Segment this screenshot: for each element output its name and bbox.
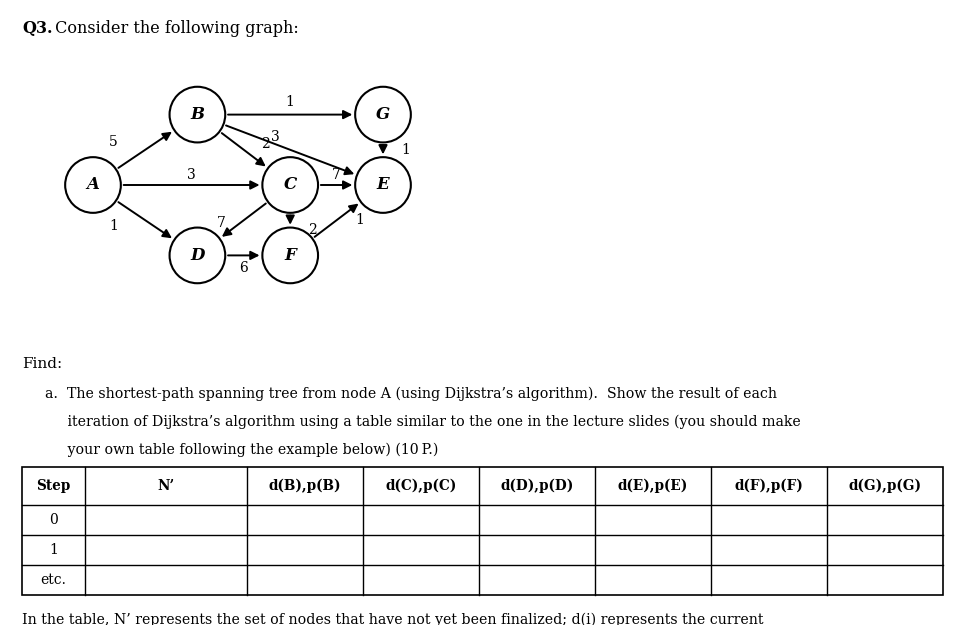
- Circle shape: [170, 228, 225, 283]
- Text: N’: N’: [157, 479, 175, 493]
- Text: Q3.: Q3.: [22, 20, 52, 37]
- Text: G: G: [376, 106, 390, 123]
- Text: a.  The shortest-path spanning tree from node A (using Dijkstra’s algorithm).  S: a. The shortest-path spanning tree from …: [45, 387, 777, 401]
- Circle shape: [355, 157, 411, 213]
- Text: d(C),p(C): d(C),p(C): [385, 479, 456, 493]
- Text: 2: 2: [308, 222, 317, 237]
- Text: A: A: [87, 176, 99, 194]
- Text: 1: 1: [355, 213, 364, 228]
- Circle shape: [170, 87, 225, 142]
- Text: 3: 3: [187, 168, 196, 182]
- Text: 7: 7: [217, 216, 226, 231]
- Circle shape: [262, 228, 318, 283]
- Text: 1: 1: [109, 219, 118, 233]
- Text: 5: 5: [109, 135, 118, 149]
- Text: 1: 1: [49, 543, 58, 557]
- Bar: [22, 467, 943, 595]
- Text: Find:: Find:: [22, 357, 63, 371]
- Text: 6: 6: [239, 261, 248, 275]
- Text: d(D),p(D): d(D),p(D): [500, 479, 573, 493]
- Text: d(B),p(B): d(B),p(B): [268, 479, 341, 493]
- Text: C: C: [284, 176, 297, 194]
- Text: iteration of Dijkstra’s algorithm using a table similar to the one in the lectur: iteration of Dijkstra’s algorithm using …: [45, 415, 801, 429]
- Text: E: E: [376, 176, 389, 194]
- Text: B: B: [190, 106, 205, 123]
- Text: etc.: etc.: [41, 573, 67, 587]
- Circle shape: [66, 157, 121, 213]
- Text: F: F: [285, 247, 296, 264]
- Text: d(F),p(F): d(F),p(F): [734, 479, 803, 493]
- Text: d(G),p(G): d(G),p(G): [848, 479, 922, 493]
- Text: 0: 0: [49, 513, 58, 527]
- Text: 7: 7: [332, 168, 341, 182]
- Text: 3: 3: [271, 130, 280, 144]
- Text: d(E),p(E): d(E),p(E): [618, 479, 688, 493]
- Text: D: D: [190, 247, 205, 264]
- Text: your own table following the example below) (10 P.): your own table following the example bel…: [45, 443, 438, 458]
- Text: 2: 2: [262, 137, 270, 151]
- Circle shape: [355, 87, 411, 142]
- Text: In the table, N’ represents the set of nodes that have not yet been finalized; d: In the table, N’ represents the set of n…: [22, 613, 763, 625]
- Text: 1: 1: [401, 142, 411, 157]
- Text: Consider the following graph:: Consider the following graph:: [50, 20, 299, 37]
- Text: 1: 1: [286, 96, 294, 109]
- Text: Step: Step: [37, 479, 70, 493]
- Circle shape: [262, 157, 318, 213]
